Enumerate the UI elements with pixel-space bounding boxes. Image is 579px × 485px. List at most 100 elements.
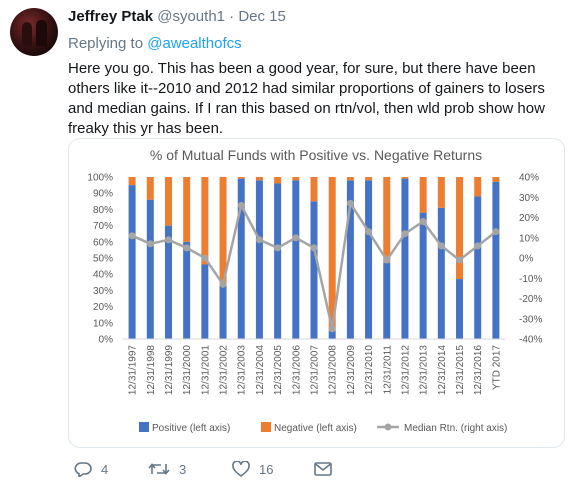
positive-bar <box>183 241 191 339</box>
negative-bar <box>419 177 427 213</box>
median-return-point <box>492 228 500 236</box>
median-return-point <box>146 240 154 248</box>
positive-bar <box>146 199 154 339</box>
negative-bar <box>474 177 482 197</box>
right-axis-tick-label: 20% <box>519 213 539 224</box>
like-count: 16 <box>259 461 274 477</box>
median-return-point <box>419 218 427 226</box>
legend-swatch-positive <box>139 422 149 432</box>
category-label: 12/31/2008 <box>328 345 339 395</box>
negative-bar <box>237 177 245 179</box>
right-axis-tick-label: 40% <box>519 173 539 184</box>
positive-bar <box>383 262 391 339</box>
right-axis-tick-label: 30% <box>519 193 539 204</box>
category-label: 12/31/2000 <box>182 345 193 395</box>
left-axis-tick-label: 60% <box>93 237 113 248</box>
left-axis-tick-label: 70% <box>93 221 113 232</box>
negative-bar <box>201 177 209 265</box>
median-return-point <box>346 199 354 207</box>
category-label: 12/31/2002 <box>219 345 230 395</box>
left-axis-tick-label: 100% <box>87 173 113 184</box>
category-label: 12/31/2011 <box>382 345 393 395</box>
right-axis-tick-label: 0% <box>519 254 534 265</box>
category-label: 12/31/1999 <box>164 345 175 395</box>
tweet-header: Jeffrey Ptak @syouth1 · Dec 15 <box>68 8 286 25</box>
tweet-date[interactable]: Dec 15 <box>238 8 286 25</box>
positive-bar <box>437 207 445 339</box>
negative-bar <box>328 177 336 331</box>
chart: % of Mutual Funds with Positive vs. Nega… <box>87 147 542 434</box>
positive-bar <box>128 185 136 339</box>
reply-count: 4 <box>101 461 109 477</box>
category-label: 12/31/2014 <box>437 345 448 395</box>
chart-title: % of Mutual Funds with Positive vs. Nega… <box>150 147 482 163</box>
negative-bar <box>128 177 136 186</box>
category-label: 12/31/2006 <box>291 345 302 395</box>
category-label: 12/31/2016 <box>473 345 484 395</box>
median-return-point <box>219 280 227 288</box>
chart-image[interactable]: % of Mutual Funds with Positive vs. Nega… <box>68 138 565 448</box>
right-axis-tick-label: -20% <box>519 294 542 305</box>
median-return-point <box>437 242 445 250</box>
category-label: 12/31/2015 <box>455 345 466 395</box>
median-return-point <box>292 234 300 242</box>
legend-label-negative: Negative (left axis) <box>274 423 357 434</box>
right-axis-tick-label: -40% <box>519 335 542 346</box>
negative-bar <box>437 177 445 208</box>
negative-bar <box>274 177 282 184</box>
negative-bar <box>164 177 172 226</box>
legend-swatch-negative <box>261 422 271 432</box>
category-label: 12/31/2005 <box>273 345 284 395</box>
positive-bar <box>292 180 300 339</box>
negative-bar <box>183 177 191 242</box>
category-label: 12/31/2003 <box>237 345 248 395</box>
left-axis-tick-label: 30% <box>93 286 113 297</box>
author-handle[interactable]: @syouth1 <box>157 8 225 25</box>
reply-button[interactable]: 4 <box>74 461 108 477</box>
category-label: 12/31/2001 <box>200 345 211 395</box>
median-return-point <box>183 244 191 252</box>
median-return-point <box>474 242 482 250</box>
legend-label-positive: Positive (left axis) <box>152 423 230 434</box>
category-label: 12/31/2007 <box>310 345 321 395</box>
positive-bar <box>201 264 209 339</box>
median-return-point <box>237 201 245 209</box>
median-return-point <box>164 236 172 244</box>
envelope-icon <box>314 462 332 476</box>
like-button[interactable]: 16 <box>232 461 273 477</box>
median-return-point <box>274 244 282 252</box>
right-axis-tick-label: -30% <box>519 314 542 325</box>
positive-bar <box>365 180 373 339</box>
replying-handle-link[interactable]: @awealthofcs <box>147 35 242 52</box>
negative-bar <box>292 177 300 181</box>
author-name[interactable]: Jeffrey Ptak <box>68 8 154 25</box>
retweet-icon <box>148 463 170 475</box>
direct-message-button[interactable] <box>314 461 332 477</box>
median-return-point <box>255 236 263 244</box>
positive-bar <box>219 285 227 339</box>
median-return-point <box>365 228 373 236</box>
avatar[interactable] <box>10 8 58 56</box>
positive-bar <box>401 178 409 339</box>
separator: · <box>229 8 235 25</box>
positive-bar <box>492 181 500 339</box>
negative-bar <box>456 177 464 280</box>
category-label: 12/31/2004 <box>255 345 266 395</box>
negative-bar <box>365 177 373 181</box>
left-axis-tick-label: 40% <box>93 270 113 281</box>
positive-bar <box>164 225 172 339</box>
replying-prefix: Replying to <box>68 35 144 52</box>
positive-bar <box>237 178 245 339</box>
positive-bar <box>274 183 282 339</box>
median-return-point <box>401 230 409 238</box>
left-axis-tick-label: 50% <box>93 254 113 265</box>
category-label: 12/31/2012 <box>400 345 411 395</box>
category-label: 12/31/1997 <box>128 345 139 395</box>
negative-bar <box>492 177 500 182</box>
legend-swatch-median-marker <box>384 423 392 431</box>
retweet-count: 3 <box>179 461 187 477</box>
retweet-button[interactable]: 3 <box>148 461 186 477</box>
left-axis-tick-label: 90% <box>93 189 113 200</box>
category-label: 12/31/2013 <box>419 345 430 395</box>
legend-label-median: Median Rtn. (right axis) <box>404 423 507 434</box>
